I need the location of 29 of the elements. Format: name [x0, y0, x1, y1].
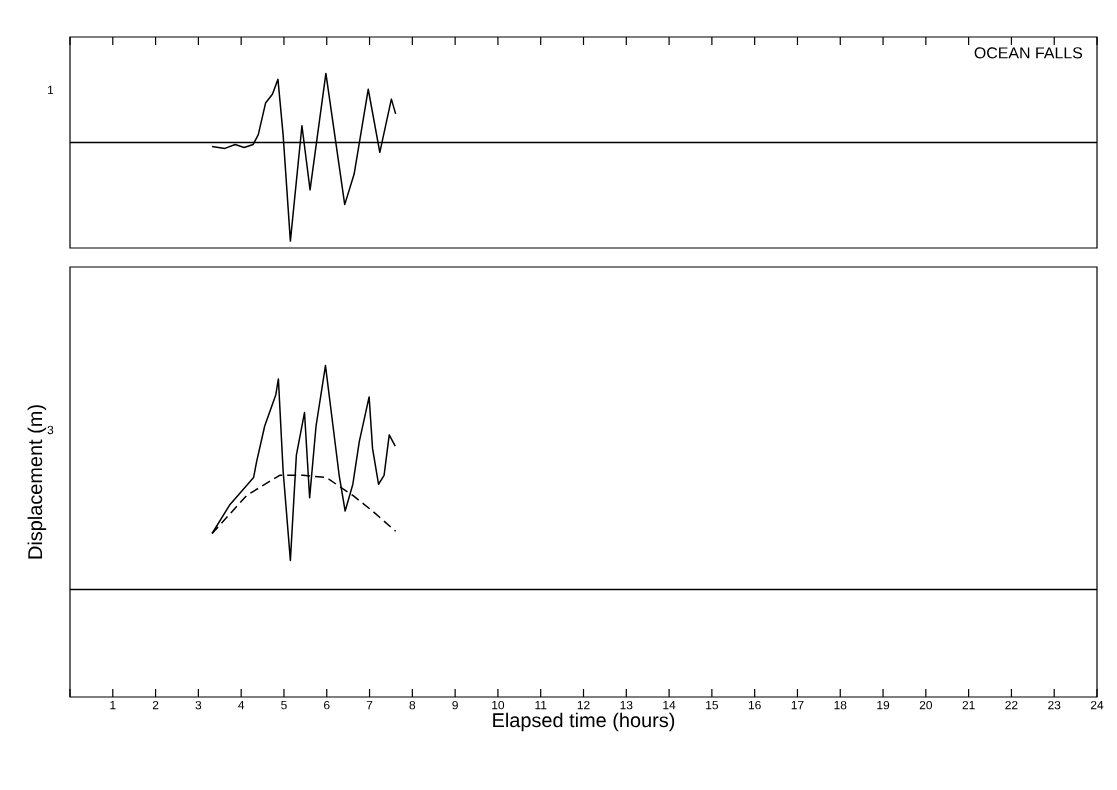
x-tick-label: 10 [492, 700, 505, 710]
x-tick-label: 6 [324, 700, 330, 710]
x-tick-label: 17 [791, 700, 804, 710]
x-tick-label: 9 [452, 700, 458, 710]
x-tick-label: 21 [962, 700, 975, 710]
x-tick-label: 15 [706, 700, 719, 710]
x-tick-label: 24 [1090, 700, 1104, 710]
text: 3 [47, 425, 54, 435]
x-tick-label: 22 [1005, 700, 1018, 710]
x-tick-label: 18 [834, 700, 847, 710]
text: OCEAN FALLS [974, 47, 1083, 59]
x-tick-label: 2 [152, 700, 159, 710]
x-axis-title: Elapsed time (hours) [493, 712, 675, 732]
x-tick-label: 8 [409, 700, 416, 710]
x-tick-label: 19 [877, 700, 890, 710]
x-tick-label: 20 [919, 700, 933, 710]
x-tick-label: 14 [663, 700, 676, 710]
x-tick-label: 3 [195, 700, 202, 710]
x-tick-label: 16 [748, 700, 761, 710]
x-tick-label: 11 [535, 700, 547, 710]
x-tick-label: 7 [366, 700, 373, 710]
x-tick-label: 1 [110, 700, 116, 710]
x-tick-label: 4 [238, 700, 245, 710]
y-axis-title: Displacement (m) [27, 405, 47, 559]
x-tick-label: 12 [577, 700, 590, 710]
x-tick-label: 5 [281, 700, 287, 710]
text: 1 [48, 85, 54, 95]
x-tick-label: 23 [1048, 700, 1061, 710]
x-tick-label: 13 [620, 700, 633, 710]
